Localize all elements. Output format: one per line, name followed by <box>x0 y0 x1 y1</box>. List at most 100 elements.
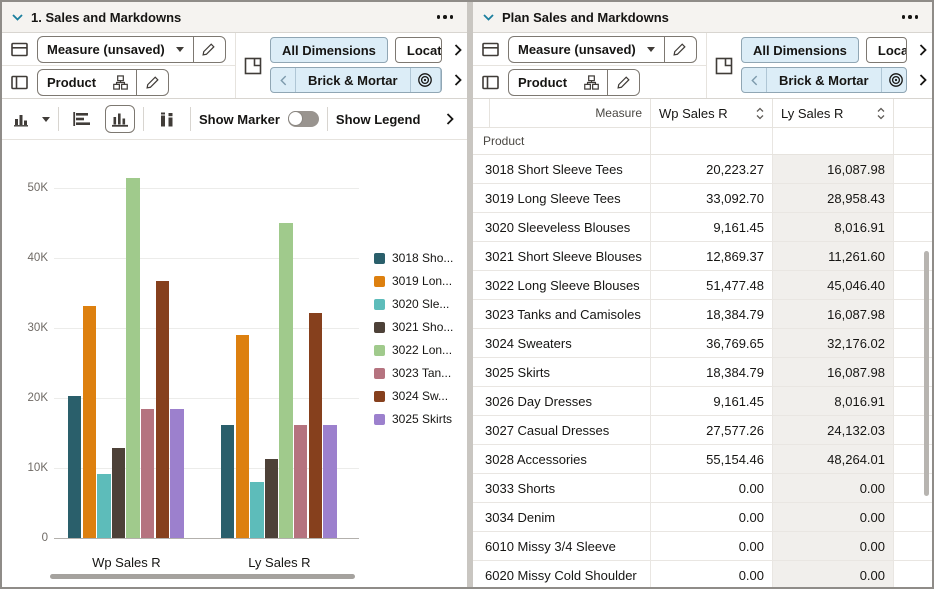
chart-bar[interactable] <box>155 280 169 538</box>
ly-sales-cell[interactable]: 8,016.91 <box>773 213 894 241</box>
ly-sales-cell[interactable]: 0.00 <box>773 503 894 531</box>
sort-icon[interactable] <box>876 107 886 120</box>
chart-bar[interactable] <box>111 447 126 538</box>
all-dimensions-label: All Dimensions <box>753 42 847 58</box>
wp-sales-cell[interactable]: 36,769.65 <box>651 329 773 357</box>
ly-sales-cell[interactable]: 28,958.43 <box>773 184 894 212</box>
product-dropdown[interactable]: Product <box>37 68 170 96</box>
target-icon[interactable] <box>409 68 440 92</box>
horizontal-bar-chart-icon[interactable] <box>67 105 97 133</box>
edit-product-button[interactable] <box>137 70 168 95</box>
location-chip[interactable]: Locati <box>865 37 907 63</box>
measure-dropdown[interactable]: Measure (unsaved) <box>37 35 226 63</box>
table-vertical-scrollbar[interactable] <box>924 251 929 496</box>
wp-sales-cell[interactable]: 33,092.70 <box>651 184 773 212</box>
wp-sales-cell[interactable]: 0.00 <box>651 503 773 531</box>
product-dropdown[interactable]: Product <box>508 68 641 96</box>
channel-filter-chip[interactable]: Brick & Mortar <box>741 67 907 93</box>
wp-sales-cell[interactable]: 9,161.45 <box>651 213 773 241</box>
rows-axis-icon <box>11 42 28 57</box>
chevron-right-icon[interactable] <box>449 74 467 86</box>
target-icon[interactable] <box>880 68 906 92</box>
column-header-wp-sales-r[interactable]: Wp Sales R <box>651 99 773 127</box>
edit-product-button[interactable] <box>608 70 639 95</box>
ly-sales-cell[interactable]: 0.00 <box>773 532 894 560</box>
wp-sales-cell[interactable]: 18,384.79 <box>651 358 773 386</box>
location-chip[interactable]: Locatio <box>394 37 442 63</box>
sort-icon[interactable] <box>755 107 765 120</box>
chart-bar[interactable] <box>279 222 293 538</box>
chevron-left-icon[interactable] <box>271 68 295 92</box>
chart-bar[interactable] <box>126 177 140 538</box>
product-cell: 3028 Accessories <box>473 445 651 473</box>
page-layout-icon[interactable] <box>707 33 741 98</box>
ly-sales-cell[interactable]: 8,016.91 <box>773 387 894 415</box>
chevron-right-icon[interactable] <box>914 44 932 56</box>
chart-bar[interactable] <box>323 425 337 538</box>
edit-measure-button[interactable] <box>665 37 696 62</box>
location-label: Locati <box>877 42 906 58</box>
channel-filter-chip[interactable]: Brick & Mortar <box>270 67 442 93</box>
chevron-right-icon[interactable] <box>914 74 932 86</box>
wp-sales-cell[interactable]: 51,477.48 <box>651 271 773 299</box>
edit-measure-button[interactable] <box>194 37 225 62</box>
chart-bar[interactable] <box>308 312 322 538</box>
chart-type-icon[interactable] <box>10 105 34 133</box>
chart-toolbar: Measure (unsaved) Product <box>2 33 467 99</box>
ly-sales-cell[interactable]: 16,087.98 <box>773 300 894 328</box>
chart-bar[interactable] <box>97 473 111 538</box>
chart-bar[interactable] <box>170 409 184 538</box>
ly-sales-cell[interactable]: 16,087.98 <box>773 358 894 386</box>
ly-sales-cell[interactable]: 32,176.02 <box>773 329 894 357</box>
chevron-left-icon[interactable] <box>742 68 766 92</box>
chevron-right-icon[interactable] <box>439 68 441 92</box>
chart-bar[interactable] <box>141 409 155 538</box>
chart-bar[interactable] <box>221 425 235 538</box>
wp-sales-cell[interactable]: 27,577.26 <box>651 416 773 444</box>
panel-divider[interactable] <box>467 2 473 587</box>
all-dimensions-chip[interactable]: All Dimensions <box>741 37 859 63</box>
wp-sales-cell[interactable]: 0.00 <box>651 561 773 587</box>
wp-sales-cell[interactable]: 12,869.37 <box>651 242 773 270</box>
ly-sales-cell[interactable]: 45,046.40 <box>773 271 894 299</box>
chart-bar[interactable] <box>264 459 279 538</box>
column-header-ly-sales-r[interactable]: Ly Sales R <box>773 99 894 127</box>
chart-bar[interactable] <box>82 306 96 538</box>
wp-sales-cell[interactable]: 9,161.45 <box>651 387 773 415</box>
legend-entry: 3023 Tan... <box>374 366 453 380</box>
ly-sales-cell[interactable]: 11,261.60 <box>773 242 894 270</box>
wp-sales-cell[interactable]: 0.00 <box>651 532 773 560</box>
wp-sales-cell[interactable]: 18,384.79 <box>651 300 773 328</box>
measure-dropdown[interactable]: Measure (unsaved) <box>508 35 697 63</box>
panel-menu-icon[interactable] <box>433 11 458 23</box>
page-layout-icon[interactable] <box>236 33 270 98</box>
show-marker-toggle[interactable] <box>287 111 319 127</box>
chart-horizontal-scrollbar[interactable] <box>50 574 355 579</box>
stacked-bar-chart-icon[interactable] <box>152 105 182 133</box>
product-cell: 3023 Tanks and Camisoles <box>473 300 651 328</box>
all-dimensions-chip[interactable]: All Dimensions <box>270 37 388 63</box>
product-cell: 3022 Long Sleeve Blouses <box>473 271 651 299</box>
chart-bar[interactable] <box>235 335 249 538</box>
collapse-chevron-icon[interactable] <box>12 13 23 21</box>
ly-sales-cell[interactable]: 48,264.01 <box>773 445 894 473</box>
product-cell: 6020 Missy Cold Shoulder <box>473 561 651 587</box>
wp-sales-cell[interactable]: 0.00 <box>651 474 773 502</box>
ly-sales-cell[interactable]: 24,132.03 <box>773 416 894 444</box>
collapse-chevron-icon[interactable] <box>483 13 494 21</box>
ly-sales-cell[interactable]: 16,087.98 <box>773 155 894 183</box>
chart-bar[interactable] <box>294 425 308 538</box>
chevron-right-icon[interactable] <box>449 44 467 56</box>
chevron-right-icon[interactable] <box>441 113 459 125</box>
ly-sales-cell[interactable]: 0.00 <box>773 561 894 587</box>
ly-sales-cell[interactable]: 0.00 <box>773 474 894 502</box>
show-marker-label: Show Marker <box>199 111 280 127</box>
legend-swatch <box>374 252 385 264</box>
vertical-bar-chart-icon[interactable] <box>105 105 135 133</box>
chart-bar[interactable] <box>68 396 82 538</box>
panel-menu-icon[interactable] <box>898 11 923 23</box>
wp-sales-cell[interactable]: 20,223.27 <box>651 155 773 183</box>
wp-sales-cell[interactable]: 55,154.46 <box>651 445 773 473</box>
chart-bar[interactable] <box>250 481 264 538</box>
caret-down-icon[interactable] <box>42 116 50 122</box>
